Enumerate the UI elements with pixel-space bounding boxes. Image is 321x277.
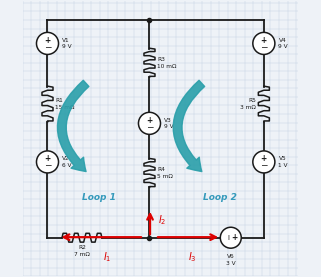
Text: R3
10 mΩ: R3 10 mΩ: [157, 57, 177, 68]
Text: +: +: [231, 233, 238, 242]
Text: I: I: [227, 235, 229, 241]
Circle shape: [37, 151, 58, 173]
FancyArrowPatch shape: [57, 80, 89, 171]
Text: R2
7 mΩ: R2 7 mΩ: [74, 245, 90, 257]
Text: $I_3$: $I_3$: [188, 250, 196, 264]
Text: V3
9 V: V3 9 V: [164, 117, 174, 129]
Text: −: −: [44, 42, 51, 51]
Text: +: +: [146, 116, 152, 125]
Text: +: +: [261, 36, 267, 45]
Circle shape: [138, 112, 160, 134]
Text: V4
9 V: V4 9 V: [278, 38, 288, 49]
Circle shape: [253, 32, 275, 55]
Text: $I_1$: $I_1$: [102, 250, 111, 264]
FancyArrowPatch shape: [173, 80, 205, 171]
Text: −: −: [44, 160, 51, 170]
Text: −: −: [146, 122, 153, 131]
Circle shape: [37, 32, 58, 55]
Text: −: −: [260, 160, 268, 170]
Text: Loop 1: Loop 1: [82, 193, 116, 202]
Text: R1
15 mΩ: R1 15 mΩ: [55, 98, 75, 110]
Text: V6
3 V: V6 3 V: [226, 254, 236, 266]
Circle shape: [220, 227, 241, 248]
Text: R4
5 mΩ: R4 5 mΩ: [157, 167, 173, 179]
Text: −: −: [260, 42, 268, 51]
Text: V1
9 V: V1 9 V: [62, 38, 72, 49]
Text: Loop 2: Loop 2: [203, 193, 237, 202]
Text: +: +: [44, 36, 51, 45]
Text: V2
6 V: V2 6 V: [62, 156, 72, 168]
Text: R5
3 mΩ: R5 3 mΩ: [240, 98, 256, 110]
Text: $I_2$: $I_2$: [158, 213, 166, 227]
Text: +: +: [44, 154, 51, 163]
Text: +: +: [261, 154, 267, 163]
Circle shape: [253, 151, 275, 173]
Text: V5
1 V: V5 1 V: [278, 156, 288, 168]
